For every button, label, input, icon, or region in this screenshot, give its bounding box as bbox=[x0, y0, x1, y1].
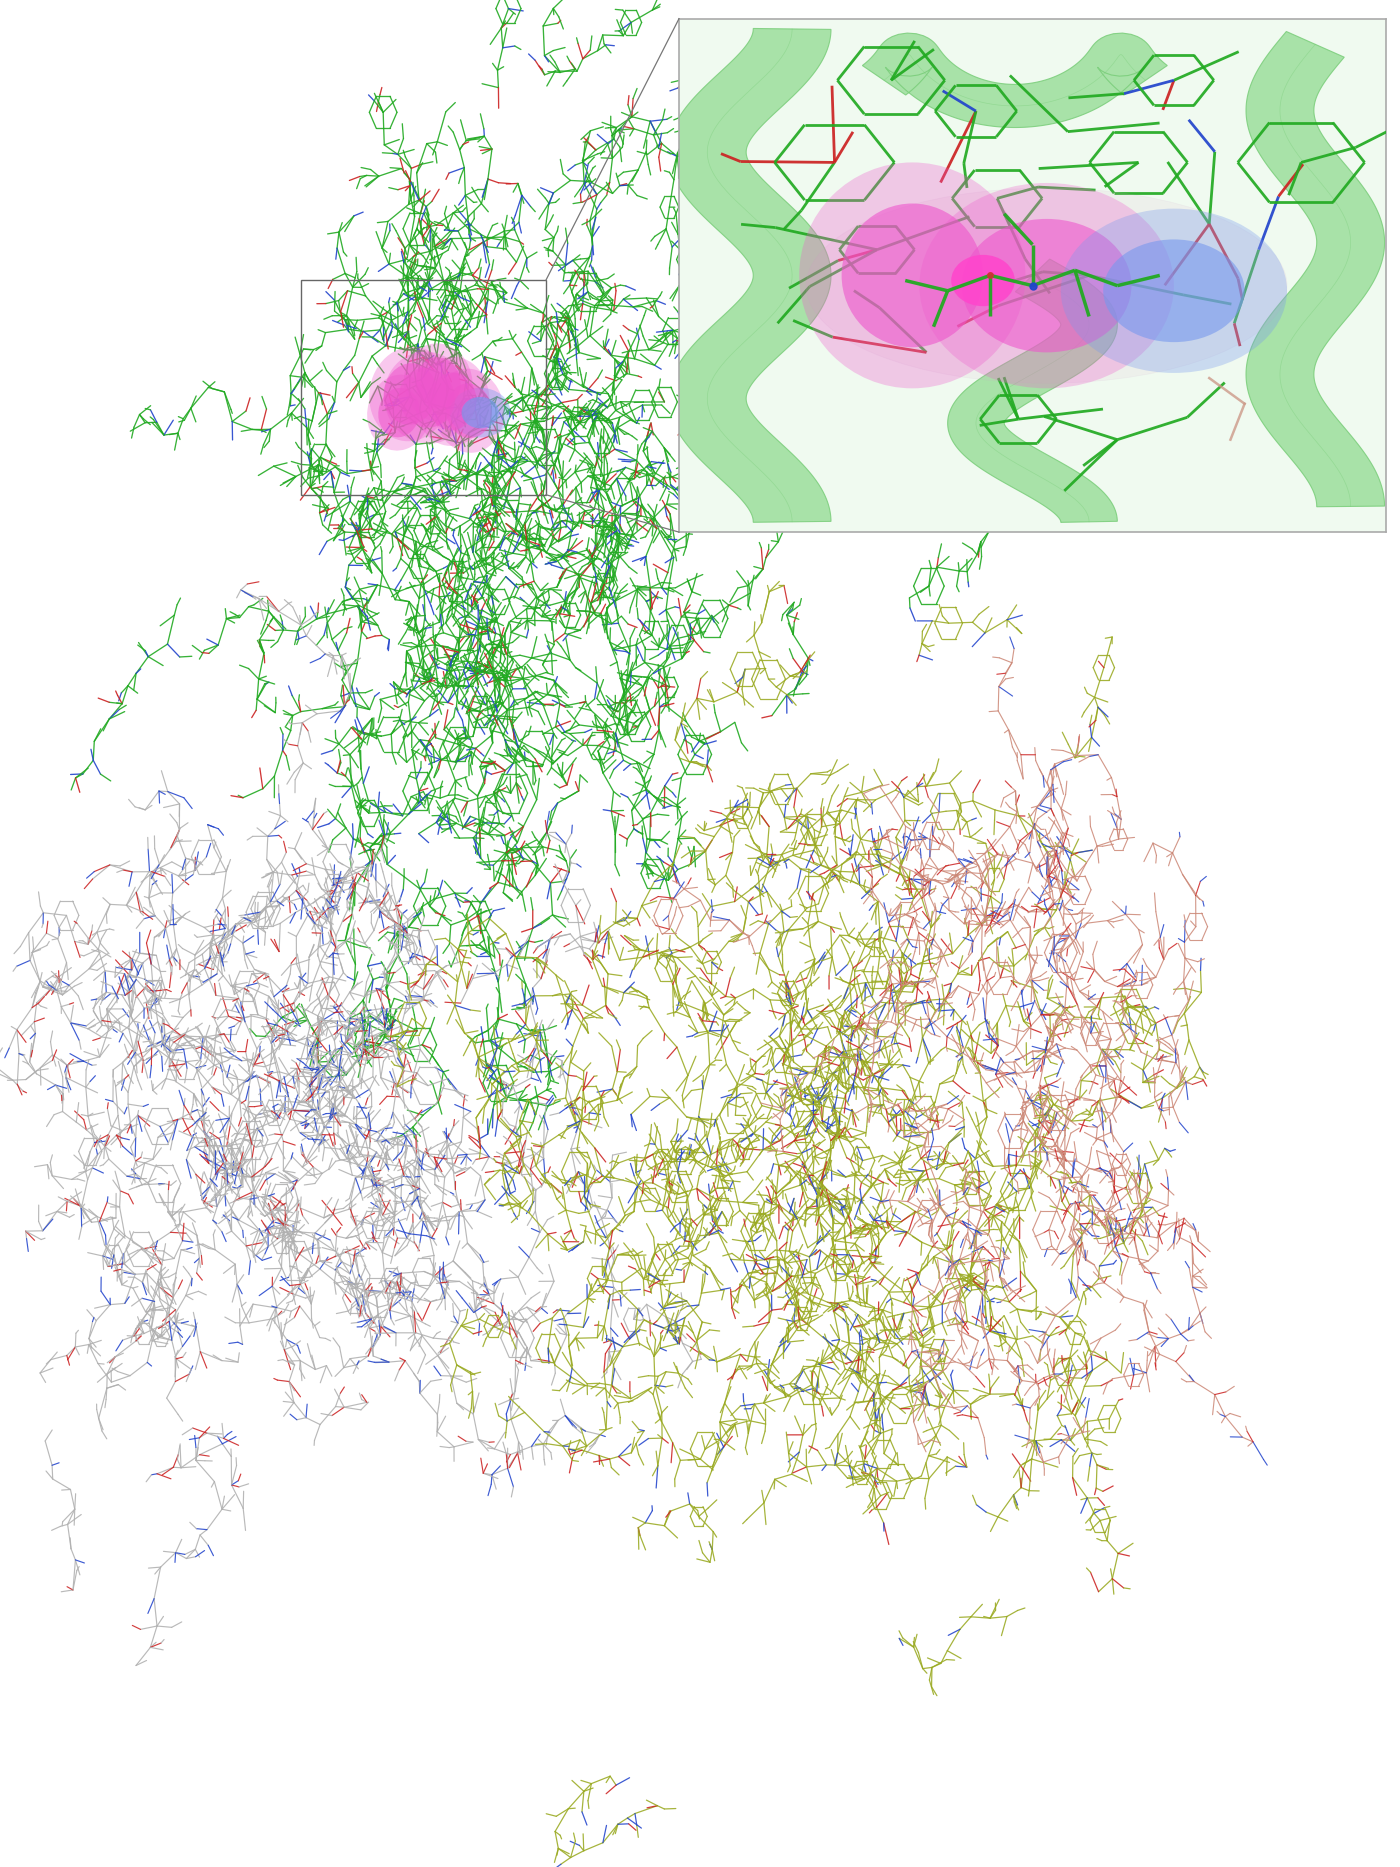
Ellipse shape bbox=[378, 388, 420, 437]
Ellipse shape bbox=[414, 357, 490, 446]
Ellipse shape bbox=[428, 372, 476, 431]
Ellipse shape bbox=[434, 368, 504, 454]
Ellipse shape bbox=[462, 398, 498, 428]
Ellipse shape bbox=[416, 357, 461, 409]
Ellipse shape bbox=[799, 162, 1025, 388]
Ellipse shape bbox=[449, 388, 511, 437]
Ellipse shape bbox=[367, 375, 431, 450]
PathPatch shape bbox=[668, 28, 832, 523]
Ellipse shape bbox=[384, 351, 470, 444]
PathPatch shape bbox=[862, 34, 1168, 127]
Ellipse shape bbox=[384, 364, 437, 424]
Ellipse shape bbox=[1061, 209, 1287, 373]
Ellipse shape bbox=[370, 347, 451, 441]
PathPatch shape bbox=[948, 260, 1117, 523]
Ellipse shape bbox=[403, 344, 473, 422]
Ellipse shape bbox=[399, 368, 455, 428]
Ellipse shape bbox=[806, 189, 1287, 383]
Ellipse shape bbox=[951, 254, 1015, 306]
Ellipse shape bbox=[841, 204, 983, 347]
Ellipse shape bbox=[920, 183, 1173, 388]
PathPatch shape bbox=[1246, 32, 1385, 506]
Ellipse shape bbox=[1103, 239, 1245, 342]
Ellipse shape bbox=[962, 218, 1131, 353]
Ellipse shape bbox=[447, 383, 491, 439]
Bar bbox=[301, 280, 546, 495]
